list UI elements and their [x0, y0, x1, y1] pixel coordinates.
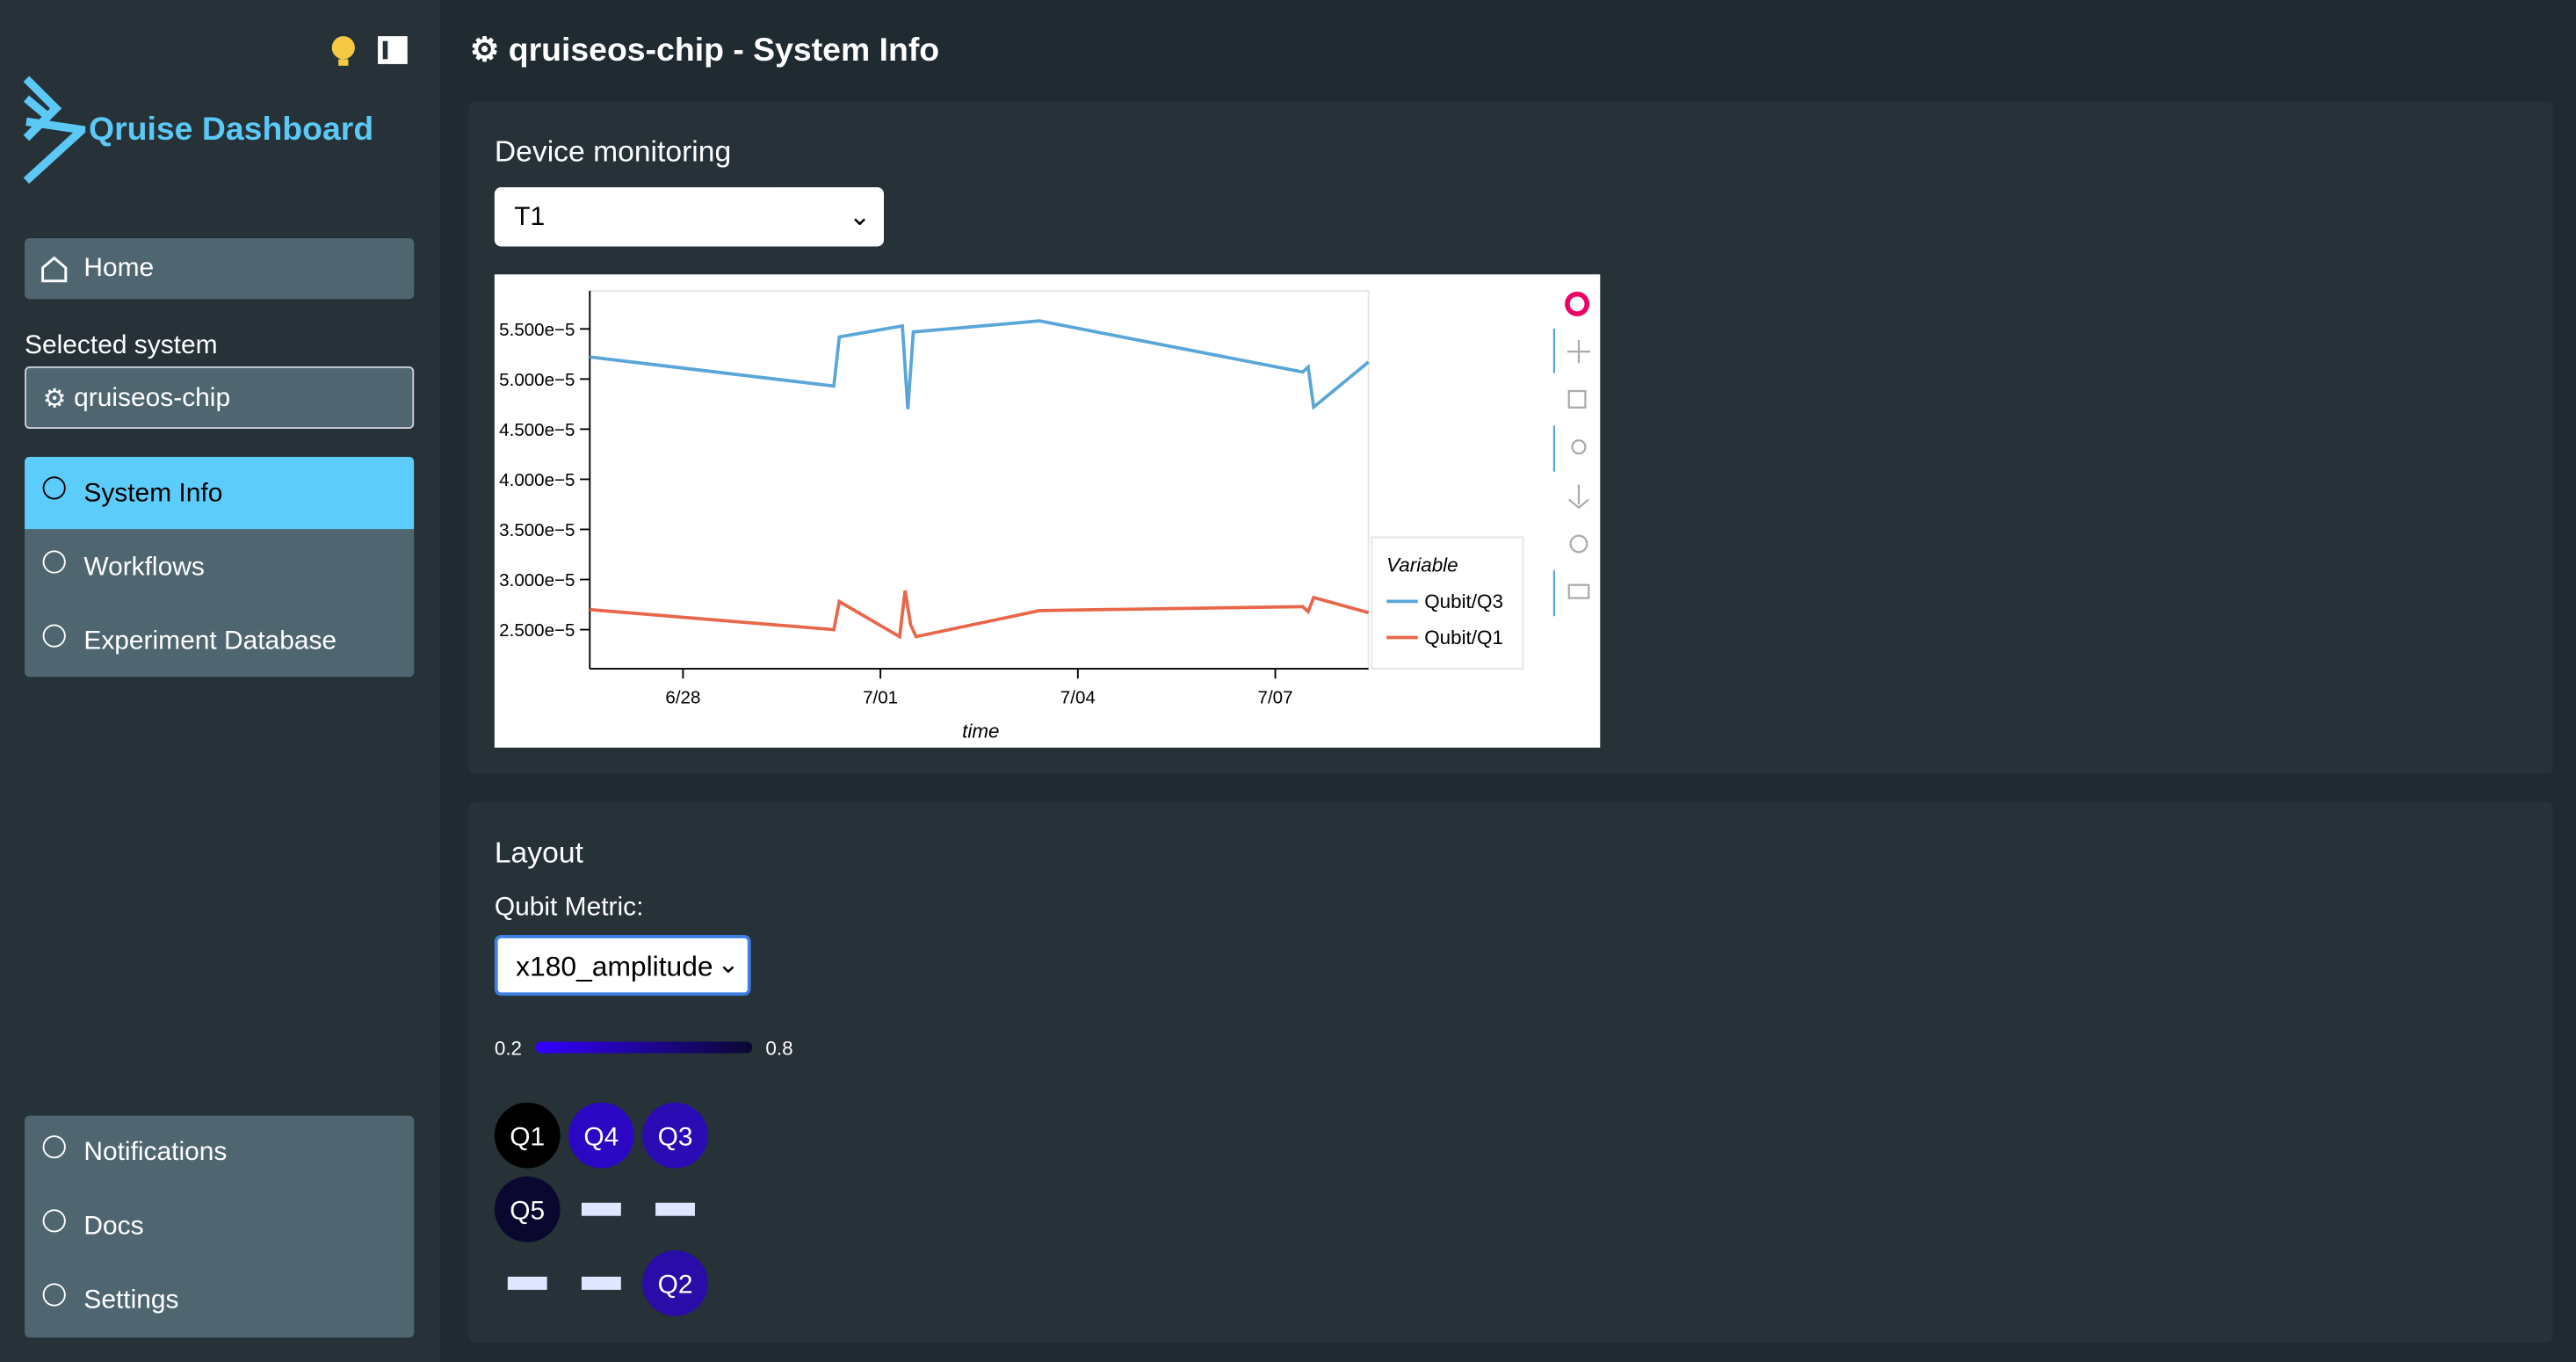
- nav-item[interactable]: Settings: [83, 1286, 179, 1315]
- y-tick-label: 2.500e−5: [499, 620, 575, 641]
- series-line: [590, 590, 1370, 640]
- plot-frame: [589, 290, 1370, 670]
- qubit-grid: Q1 Q4 Q3 Q5 Q2: [494, 1102, 708, 1316]
- home-button[interactable]: Home: [25, 238, 415, 300]
- brand: Qruise Dashboard: [88, 112, 374, 149]
- nav-item[interactable]: Notifications: [83, 1138, 228, 1167]
- y-tick-label: 3.000e−5: [499, 570, 575, 590]
- home-label: Home: [83, 254, 155, 283]
- nav-icon: [42, 624, 66, 648]
- series-line: [590, 319, 1370, 410]
- x-axis-label: time: [962, 721, 999, 743]
- qubit[interactable]: [568, 1102, 634, 1169]
- qubit[interactable]: [642, 1102, 708, 1169]
- legend-label: Qubit/Q1: [1424, 627, 1503, 648]
- layout-title: Layout: [494, 836, 583, 870]
- selected-label: Selected system: [25, 331, 218, 360]
- qubit[interactable]: [494, 1176, 561, 1242]
- nav: System Info Workflows Experiment Database: [25, 456, 415, 677]
- metric-select[interactable]: T1 ⌄: [494, 187, 885, 247]
- qubit-label: Q4: [583, 1122, 619, 1151]
- scale-min: 0.2: [494, 1036, 523, 1061]
- x-tick-label: 6/28: [665, 687, 700, 707]
- title-text: qruiseos-chip - System Info: [508, 33, 940, 69]
- header-icons: [331, 36, 408, 66]
- legend-label: Qubit/Q3: [1424, 590, 1503, 612]
- y-tick-label: 5.000e−5: [499, 370, 575, 390]
- panel-title: Device monitoring: [494, 134, 732, 168]
- select-value: T1: [514, 203, 546, 232]
- nav-icon: [42, 1135, 66, 1159]
- monitoring-panel: Device monitoring T1 ⌄ time 2.500e−5 3.000…: [467, 101, 2553, 774]
- nav-item[interactable]: Workflows: [83, 554, 205, 582]
- qubit-metric-select[interactable]: x180_amplitude ⌄: [494, 934, 751, 996]
- y-tick-label: 4.500e−5: [499, 420, 575, 440]
- qubit[interactable]: [642, 1250, 708, 1316]
- qubit-label: Q5: [510, 1196, 545, 1225]
- nav-icon: [42, 1283, 66, 1307]
- x-tick-label: 7/07: [1258, 687, 1293, 707]
- page-title: ⚙ qruiseos-chip - System Info: [469, 33, 940, 69]
- sidebar: Qruise Dashboard Home Selected system ⚙ q…: [0, 0, 441, 1362]
- logo: [23, 76, 86, 185]
- qubit[interactable]: [494, 1102, 561, 1169]
- nav-item[interactable]: Experiment Database: [83, 627, 337, 656]
- colorbar: [535, 1041, 753, 1054]
- y-tick-label: 4.000e−5: [499, 470, 575, 490]
- y-tick-label: 5.500e−5: [499, 320, 575, 340]
- nav-icon: [42, 1209, 66, 1233]
- system-name: qruiseos-chip: [74, 384, 231, 413]
- nav-icon: [42, 476, 66, 500]
- x-tick-label: 7/01: [863, 687, 898, 707]
- x-tick-label: 7/04: [1060, 687, 1096, 707]
- toolbar: [1552, 291, 1591, 617]
- qubit-label: Q1: [510, 1122, 545, 1151]
- scale-max: 0.8: [765, 1036, 793, 1061]
- legend-title: Variable: [1386, 554, 1458, 576]
- qubit-label: Q2: [658, 1271, 693, 1300]
- nav-item[interactable]: Docs: [83, 1212, 144, 1241]
- system-selector[interactable]: ⚙ qruiseos-chip: [25, 366, 415, 430]
- nav-item[interactable]: System Info: [83, 480, 223, 508]
- metric-value: x180_amplitude: [516, 951, 713, 983]
- qubit-label: Q3: [658, 1122, 693, 1151]
- layout-panel: Layout Qubit Metric: x180_amplitude ⌄ 0.2…: [467, 801, 2553, 1343]
- bottom-nav: Notifications Docs Settings: [25, 1115, 415, 1338]
- couplers: [507, 1202, 695, 1290]
- metric-label: Qubit Metric:: [494, 894, 644, 923]
- nav-icon: [42, 550, 66, 574]
- y-tick-label: 3.500e−5: [499, 520, 575, 540]
- chart: time 2.500e−5 3.000e−5 3.500e−5 4.000e−5 4.5…: [494, 274, 1601, 748]
